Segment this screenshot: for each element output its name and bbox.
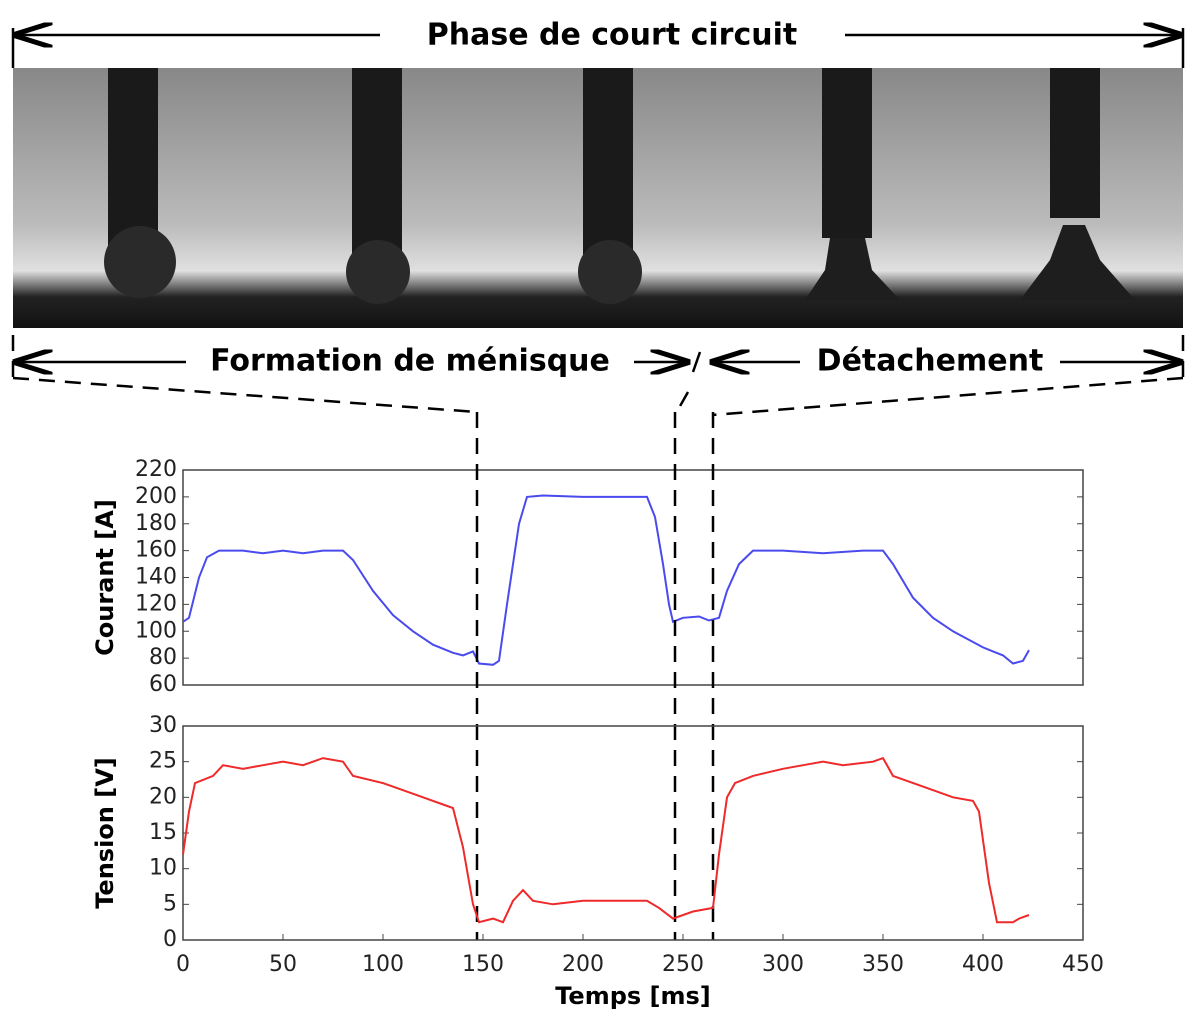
x-tick-label: 400 [962,952,1004,977]
x-tick-label: 450 [1062,952,1104,977]
x-tick-label: 50 [269,952,297,977]
annotation-lines [11,28,1185,417]
y-tick-label: 20 [149,784,177,809]
x-tick-label: 0 [176,952,190,977]
annotation-left: Formation de ménisque [210,344,610,379]
y-tick-label: 200 [135,484,177,509]
plot-frame [182,725,1084,941]
y-tick-label: 15 [149,820,177,845]
x-tick-label: 300 [762,952,804,977]
y-tick-label: 160 [135,538,177,563]
data-line [182,494,1030,666]
y-tick-label: 10 [149,856,177,881]
y-tick-label: 180 [135,511,177,536]
x-tick-label: 100 [362,952,404,977]
data-line [182,756,1030,924]
plot-frame [182,469,1084,686]
y-tick-label: 140 [135,565,177,590]
x-tick-label: 200 [562,952,604,977]
y-tick-label: 60 [149,672,177,697]
y-tick-label: 5 [163,891,177,916]
y-axis-label: Courant [A] [91,499,119,656]
y-tick-label: 30 [149,713,177,738]
y-tick-label: 100 [135,618,177,643]
photo-strip [13,68,1183,328]
x-tick-label: 250 [662,952,704,977]
x-tick-label: 350 [862,952,904,977]
y-tick-label: 0 [163,927,177,952]
y-axis-label: Tension [V] [91,757,119,909]
x-axis-label: Temps [ms] [555,982,711,1010]
y-tick-label: 25 [149,749,177,774]
y-tick-label: 120 [135,591,177,616]
annotation-title: Phase de court circuit [427,18,797,53]
y-tick-label: 220 [135,457,177,482]
annotation-right: Détachement [817,344,1044,379]
y-tick-label: 80 [149,645,177,670]
x-tick-label: 150 [462,952,504,977]
